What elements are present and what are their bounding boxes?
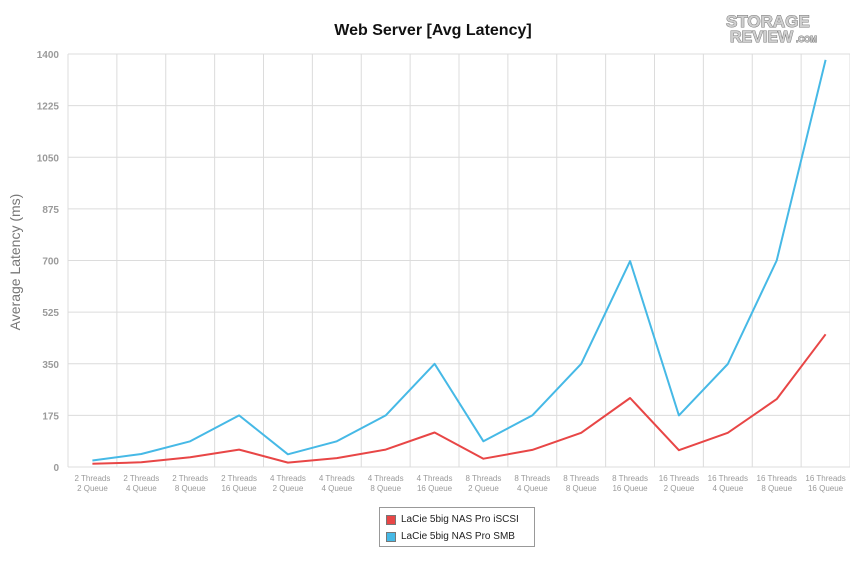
logo-line1: STORAGE <box>726 12 810 31</box>
x-tick-label-line: 2 Queue <box>273 484 304 493</box>
storagereview-logo: STORAGE REVIEW .COM <box>726 12 818 47</box>
x-tick-label: 2 Threads 4 Queue <box>123 474 159 493</box>
x-tick-label: 16 Threads 4 Queue <box>708 474 748 493</box>
y-tick-label: 1225 <box>37 102 60 113</box>
x-tick-label-line: 8 Threads <box>612 474 648 483</box>
x-tick-label-line: 4 Threads <box>270 474 306 483</box>
y-tick-label: 1050 <box>37 153 60 164</box>
x-tick-label-line: 2 Queue <box>664 484 695 493</box>
x-tick-label-line: 8 Queue <box>175 484 206 493</box>
x-tick-label-line: 2 Queue <box>77 484 108 493</box>
legend-item-smb: LaCie 5big NAS Pro SMB <box>386 528 534 545</box>
x-tick-label-line: 4 Threads <box>319 474 355 483</box>
x-tick-label: 8 Threads 4 Queue <box>514 474 550 493</box>
x-tick-label: 16 Threads 8 Queue <box>757 474 797 493</box>
x-tick-label: 8 Threads 2 Queue <box>466 474 502 493</box>
x-tick-label-line: 2 Threads <box>75 474 111 483</box>
x-tick-label-line: 16 Threads <box>757 474 797 483</box>
y-tick-label: 175 <box>42 411 59 422</box>
y-tick-label: 525 <box>42 308 59 319</box>
x-tick-label: 8 Threads 8 Queue <box>563 474 599 493</box>
x-tick-label-line: 16 Queue <box>808 484 844 493</box>
x-tick-label-line: 2 Threads <box>221 474 257 483</box>
x-tick-label-line: 16 Queue <box>612 484 648 493</box>
x-tick-label-line: 8 Queue <box>566 484 597 493</box>
y-tick-label: 0 <box>53 463 59 474</box>
y-tick-label: 700 <box>42 257 59 268</box>
x-tick-label-line: 2 Threads <box>172 474 208 483</box>
x-tick-label: 16 Threads 16 Queue <box>805 474 845 493</box>
series-lines <box>92 59 827 465</box>
x-tick-label-line: 16 Threads <box>805 474 845 483</box>
x-tick-label-line: 16 Threads <box>708 474 748 483</box>
legend-label-smb: LaCie 5big NAS Pro SMB <box>401 531 515 542</box>
x-tick-label-line: 4 Queue <box>321 484 352 493</box>
legend: LaCie 5big NAS Pro iSCSI LaCie 5big NAS … <box>379 507 535 547</box>
x-tick-label-line: 4 Queue <box>126 484 157 493</box>
x-tick-label-line: 4 Queue <box>517 484 548 493</box>
x-tick-label: 4 Threads 8 Queue <box>368 474 404 493</box>
chart-title: Web Server [Avg Latency] <box>334 22 531 39</box>
series-line-iscsi <box>92 333 827 465</box>
x-tick-label-line: 8 Threads <box>514 474 550 483</box>
y-axis-ticks: 0 175 350 525 700 875 1050 1225 1400 <box>37 50 60 474</box>
logo-line2: REVIEW <box>730 29 794 46</box>
y-axis-label: Average Latency (ms) <box>7 194 23 331</box>
x-tick-label: 16 Threads 2 Queue <box>659 474 699 493</box>
x-tick-label: 2 Threads 16 Queue <box>221 474 257 493</box>
logo-suffix: .COM <box>796 35 817 44</box>
series-line-smb <box>92 59 827 462</box>
x-tick-label-line: 4 Queue <box>712 484 743 493</box>
x-tick-label-line: 16 Threads <box>659 474 699 483</box>
grid <box>67 53 850 468</box>
x-tick-label-line: 2 Queue <box>468 484 499 493</box>
x-tick-label-line: 4 Threads <box>368 474 404 483</box>
x-tick-label: 4 Threads 16 Queue <box>417 474 453 493</box>
x-tick-label-line: 16 Queue <box>221 484 257 493</box>
x-tick-label: 2 Threads 8 Queue <box>172 474 208 493</box>
x-tick-label-line: 16 Queue <box>417 484 453 493</box>
x-tick-label-line: 8 Threads <box>563 474 599 483</box>
legend-swatch-smb <box>386 531 396 542</box>
x-tick-label: 2 Threads 2 Queue <box>75 474 111 493</box>
legend-swatch-iscsi <box>386 514 396 525</box>
legend-item-iscsi: LaCie 5big NAS Pro iSCSI <box>386 511 534 528</box>
x-tick-label-line: 8 Queue <box>370 484 401 493</box>
x-tick-label: 4 Threads 4 Queue <box>319 474 355 493</box>
x-tick-label-line: 8 Threads <box>466 474 502 483</box>
x-tick-label: 8 Threads 16 Queue <box>612 474 648 493</box>
x-tick-label-line: 4 Threads <box>417 474 453 483</box>
x-tick-label-line: 2 Threads <box>123 474 159 483</box>
y-tick-label: 350 <box>42 360 59 371</box>
y-tick-label: 875 <box>42 205 59 216</box>
y-tick-label: 1400 <box>37 50 60 61</box>
legend-label-iscsi: LaCie 5big NAS Pro iSCSI <box>401 514 519 525</box>
x-tick-label-line: 8 Queue <box>761 484 792 493</box>
x-tick-label: 4 Threads 2 Queue <box>270 474 306 493</box>
